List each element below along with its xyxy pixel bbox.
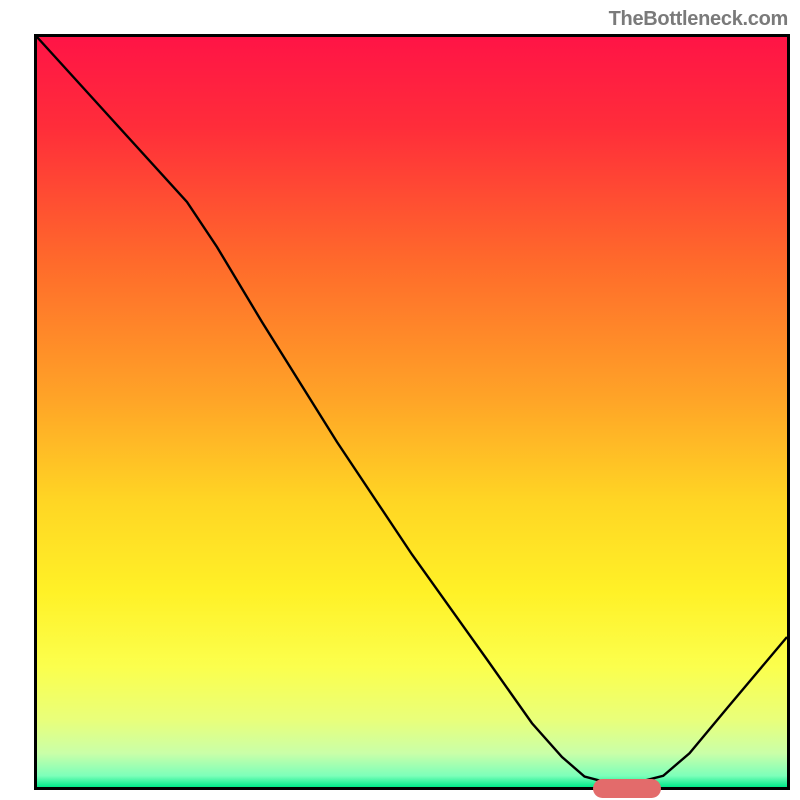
attribution-text: TheBottleneck.com xyxy=(609,8,788,31)
optimal-range-marker xyxy=(593,779,661,799)
plot-area xyxy=(34,34,790,790)
bottleneck-curve xyxy=(37,37,787,783)
curve-layer xyxy=(37,37,787,787)
chart-wrapper: TheBottleneck.com xyxy=(0,0,800,800)
